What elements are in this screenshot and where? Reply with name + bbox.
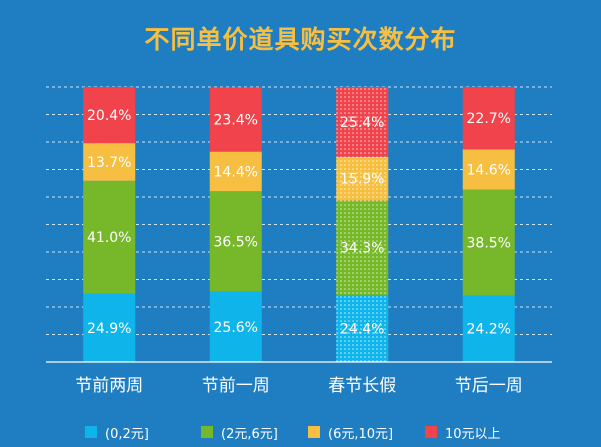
bar-segment — [83, 180, 136, 294]
category-label: 春节长假 — [328, 376, 396, 396]
legend-item: (2元,6元] — [201, 421, 278, 443]
data-label: 13.7% — [87, 155, 131, 171]
data-label: 22.7% — [467, 111, 511, 127]
legend-label: (6元,10元] — [328, 426, 394, 442]
data-label: 25.6% — [214, 320, 258, 336]
data-label: 34.3% — [340, 241, 384, 257]
legend-swatch — [308, 426, 320, 438]
legend-swatch — [425, 426, 437, 438]
data-label: 15.9% — [340, 172, 384, 188]
bar-segment — [209, 291, 262, 362]
category-label: 节前两周 — [75, 376, 143, 396]
chart-title: 不同单价道具购买次数分布 — [144, 25, 457, 54]
bar-segment — [209, 87, 262, 152]
bar-segment — [83, 143, 136, 181]
category-label: 节后一周 — [455, 376, 523, 396]
data-label: 38.5% — [467, 236, 511, 252]
bar-segment — [209, 191, 262, 292]
bar-segment — [336, 294, 389, 362]
bar-segment — [83, 87, 136, 144]
data-label: 24.2% — [467, 322, 511, 338]
legend-label: 10元以上 — [445, 426, 501, 442]
legend-item: (6元,10元] — [308, 421, 393, 443]
legend-item: 10元以上 — [425, 421, 501, 443]
bars — [83, 87, 515, 362]
legend-label: (2元,6元] — [221, 426, 278, 442]
data-label: 36.5% — [214, 234, 258, 250]
data-label: 20.4% — [87, 108, 131, 124]
data-label: 41.0% — [87, 230, 131, 246]
data-label: 24.4% — [340, 321, 384, 337]
bar-segment — [462, 189, 515, 296]
data-label: 25.4% — [340, 115, 384, 131]
bar-segment — [462, 295, 515, 362]
bar-segment — [336, 87, 389, 157]
bar-segment — [209, 151, 262, 192]
legend-item: (0,2元] — [85, 421, 149, 443]
legend-swatch — [201, 426, 213, 438]
data-label: 24.9% — [87, 321, 131, 337]
category-label: 节前一周 — [202, 376, 270, 396]
legend: (0,2元] (2元,6元] (6元,10元] 10元以上 — [0, 421, 601, 443]
bar-segment — [462, 149, 515, 190]
bar-segment — [336, 156, 389, 201]
data-label: 14.4% — [214, 164, 258, 180]
bar-segment — [462, 87, 515, 150]
data-labels: 24.9% 41.0% 13.7% 20.4% 25.6% 36.5% 14.4% 23.4%… — [87, 108, 511, 338]
category-labels: 节前两周 节前一周 春节长假 节后一周 — [75, 376, 523, 396]
legend-label: (0,2元] — [105, 426, 149, 442]
bar-segment — [83, 293, 136, 362]
bar-segment — [336, 200, 389, 295]
data-label: 14.6% — [467, 163, 511, 179]
legend-swatch — [85, 426, 97, 438]
data-label: 23.4% — [214, 112, 258, 128]
